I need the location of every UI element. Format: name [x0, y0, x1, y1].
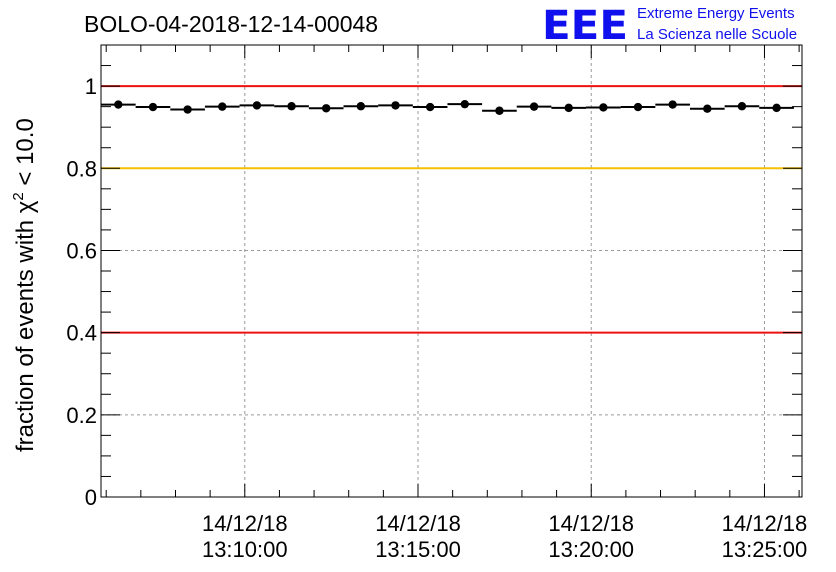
y-axis-title: fraction of events with χ2 < 10.0	[10, 118, 39, 452]
y-axis-title-prefix: fraction of events with	[12, 213, 39, 452]
data-point	[772, 103, 781, 113]
data-point	[287, 102, 296, 111]
x-tick-label-time: 13:15:00	[375, 537, 461, 562]
data-point	[252, 101, 262, 110]
y-tick-label: 0.4	[66, 321, 97, 346]
data-point	[321, 104, 331, 113]
y-axis: 0 0.2 0.4 0.6 0.8 1	[66, 44, 802, 510]
y-axis-title-symbol: χ	[12, 200, 39, 213]
data-point	[564, 103, 573, 113]
grid-layer	[101, 45, 802, 497]
x-tick-label-time: 13:25:00	[722, 537, 808, 562]
data-point	[425, 102, 435, 112]
x-tick-label-date: 14/12/18	[548, 511, 634, 536]
data-series	[101, 99, 794, 115]
y-tick-label: 0	[85, 485, 97, 510]
x-axis: 14/12/1813:10:0014/12/1813:15:0014/12/18…	[105, 45, 808, 562]
data-point	[218, 102, 227, 111]
data-point	[183, 105, 192, 114]
x-tick-label-date: 14/12/18	[202, 511, 288, 536]
logo-letters: EEE	[542, 3, 628, 49]
y-tick-label: 0.8	[66, 156, 97, 181]
data-point	[114, 100, 123, 109]
eee-logo: EEE Extreme Energy Events La Scienza nel…	[542, 3, 797, 49]
logo-line-1: Extreme Energy Events	[637, 5, 795, 22]
y-tick-label: 1	[85, 74, 97, 99]
logo-line-2: La Scienza nelle Scuole	[637, 26, 797, 43]
data-point	[633, 102, 643, 112]
chart-title: BOLO-04-2018-12-14-00048	[84, 11, 378, 37]
data-point	[737, 102, 747, 111]
x-tick-label-time: 13:20:00	[548, 537, 634, 562]
y-tick-label: 0.6	[66, 238, 97, 263]
reference-lines-layer	[101, 85, 802, 334]
y-axis-title-superscript: 2	[10, 192, 27, 200]
data-point	[391, 101, 400, 110]
data-point	[356, 102, 366, 111]
data-point	[529, 102, 539, 111]
x-tick-label-date: 14/12/18	[722, 511, 808, 536]
y-tick-label: 0.2	[66, 403, 97, 428]
data-point	[703, 104, 712, 113]
y-axis-title-suffix: < 10.0	[12, 118, 39, 192]
x-tick-label-date: 14/12/18	[375, 511, 461, 536]
data-point	[668, 100, 677, 109]
data-point	[148, 102, 158, 112]
plot-frame	[100, 44, 803, 498]
data-point	[599, 103, 608, 112]
data-point	[495, 106, 504, 115]
x-tick-label-time: 13:10:00	[202, 537, 288, 562]
data-point	[460, 99, 469, 109]
